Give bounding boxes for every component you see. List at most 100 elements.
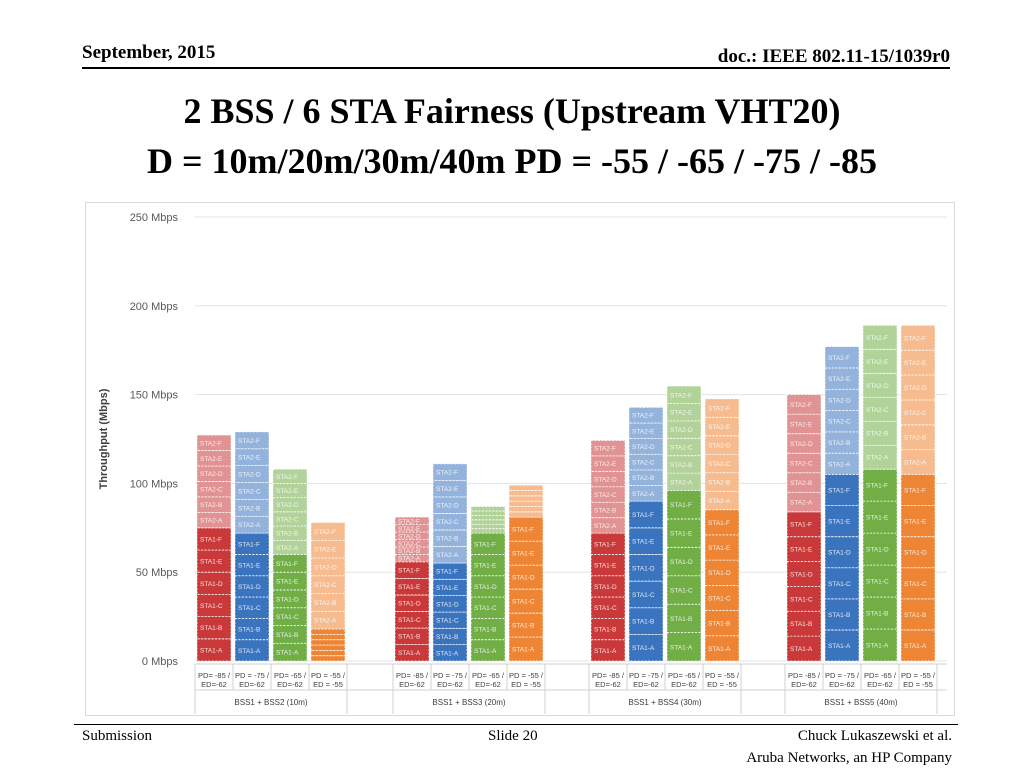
bar-segment bbox=[704, 490, 740, 511]
segment-label: STA2-D bbox=[398, 533, 421, 540]
bar-segment bbox=[666, 490, 702, 520]
segment-label: STA1-E bbox=[238, 563, 261, 570]
bar-segment bbox=[900, 324, 936, 351]
bar-segment bbox=[704, 509, 740, 536]
bar-segment bbox=[628, 527, 664, 555]
bar-label: ED=-62 bbox=[437, 680, 463, 689]
bar-segment bbox=[508, 500, 544, 507]
segment-label: STA2-A bbox=[594, 523, 617, 530]
bar-segment bbox=[272, 468, 308, 484]
bar-segment bbox=[824, 346, 860, 369]
segment-label: STA1-E bbox=[670, 531, 693, 538]
bar-label: PD= -85 / bbox=[788, 671, 821, 680]
bar-segment bbox=[310, 610, 346, 630]
segment-label: STA1-F bbox=[398, 568, 420, 575]
segment-label: STA2-C bbox=[866, 407, 889, 414]
segment-label: STA2-A bbox=[436, 552, 459, 559]
bar-segment bbox=[196, 481, 232, 498]
bar-label: PD= -85 / bbox=[592, 671, 625, 680]
segment-label: STA2-C bbox=[790, 460, 813, 467]
throughput-chart: 0 Mbps 50 Mbps 100 Mbps 150 Mbps 200 Mbps 250… bbox=[85, 202, 955, 716]
bar-segment bbox=[310, 557, 346, 577]
segment-label: STA1-A bbox=[828, 643, 851, 650]
y-tick-label: 100 Mbps bbox=[130, 478, 179, 490]
segment-label: STA2-B bbox=[276, 531, 298, 538]
segment-label: STA1-F bbox=[708, 520, 730, 527]
segment-label: STA1-C bbox=[594, 605, 617, 612]
bar-segment bbox=[786, 433, 822, 454]
segment-label: STA2-C bbox=[708, 461, 731, 468]
bar-segment bbox=[432, 644, 468, 662]
segment-label: STA2-D bbox=[314, 564, 337, 571]
segment-label: STA1-D bbox=[632, 565, 655, 572]
segment-label: STA2-E bbox=[200, 456, 223, 463]
slide-title-line2: D = 10m/20m/30m/40m PD = -55 / -65 / -75… bbox=[147, 141, 877, 181]
bar-segment bbox=[234, 431, 270, 450]
bar-segment bbox=[432, 463, 468, 481]
bar-segment bbox=[900, 598, 936, 631]
segment-label: STA1-B bbox=[866, 611, 888, 618]
bar-segment bbox=[824, 367, 860, 390]
bar-segment bbox=[590, 470, 626, 488]
bar-segment bbox=[470, 575, 506, 598]
segment-label: STA1-C bbox=[238, 605, 261, 612]
bar-segment bbox=[394, 594, 430, 612]
segment-label: STA2-F bbox=[238, 438, 260, 445]
bar-segment bbox=[666, 420, 702, 439]
bar-segment bbox=[508, 490, 544, 497]
segment-label: STA1-C bbox=[904, 581, 927, 588]
bar-segment bbox=[470, 528, 506, 534]
segment-label: STA1-D bbox=[512, 575, 535, 582]
bar-segment bbox=[272, 497, 308, 513]
bar-segment bbox=[786, 472, 822, 493]
segment-label: STA2-F bbox=[866, 335, 888, 342]
segment-label: STA2-F bbox=[904, 335, 926, 342]
segment-label: STA1-E bbox=[398, 584, 421, 591]
bar-label: ED=-62 bbox=[791, 680, 817, 689]
segment-label: STA1-F bbox=[828, 488, 850, 495]
segment-label: STA1-B bbox=[436, 634, 458, 641]
bar-segment bbox=[310, 639, 346, 646]
bar-segment bbox=[470, 554, 506, 577]
segment-label: STA1-A bbox=[200, 647, 223, 654]
segment-label: STA1-A bbox=[238, 648, 261, 655]
segment-label: STA2-B bbox=[594, 507, 616, 514]
segment-label: STA2-C bbox=[398, 541, 421, 548]
segment-label: STA2-A bbox=[314, 618, 337, 625]
bar-label: ED=-62 bbox=[475, 680, 501, 689]
bar-segment bbox=[508, 506, 544, 513]
segment-label: STA1-C bbox=[512, 599, 535, 606]
segment-label: STA2-A bbox=[828, 461, 851, 468]
bar-segment bbox=[666, 546, 702, 577]
bar-segment bbox=[196, 549, 232, 573]
segment-label: STA2-C bbox=[904, 410, 927, 417]
bar-segment bbox=[234, 532, 270, 555]
bar-segment bbox=[234, 639, 270, 662]
bar-segment bbox=[862, 596, 898, 630]
segment-label: STA2-E bbox=[238, 455, 261, 462]
bar-segment bbox=[470, 617, 506, 641]
bar-segment bbox=[394, 561, 430, 579]
bar-segment bbox=[824, 567, 860, 600]
segment-label: STA2-F bbox=[276, 474, 298, 481]
bar-segment bbox=[272, 539, 308, 555]
segment-label: STA2-D bbox=[904, 385, 927, 392]
segment-label: STA1-A bbox=[398, 650, 421, 657]
bar-segment bbox=[862, 532, 898, 566]
bar-segment bbox=[272, 511, 308, 527]
bar-segment bbox=[824, 431, 860, 454]
segment-label: STA1-F bbox=[436, 569, 458, 576]
segment-label: STA1-B bbox=[790, 621, 812, 628]
bar-segment bbox=[470, 596, 506, 619]
bar-segment bbox=[196, 527, 232, 551]
segment-label: STA2-A bbox=[238, 522, 261, 529]
bar-segment bbox=[666, 472, 702, 491]
bar-segment bbox=[862, 372, 898, 398]
bar-label: PD= -65 / bbox=[668, 671, 701, 680]
bar-segment bbox=[704, 416, 740, 437]
bar-segment bbox=[628, 607, 664, 635]
bar-label: ED=-62 bbox=[239, 680, 265, 689]
bar-segment bbox=[234, 515, 270, 534]
bar-segment bbox=[470, 506, 506, 512]
segment-label: STA1-B bbox=[474, 627, 496, 634]
